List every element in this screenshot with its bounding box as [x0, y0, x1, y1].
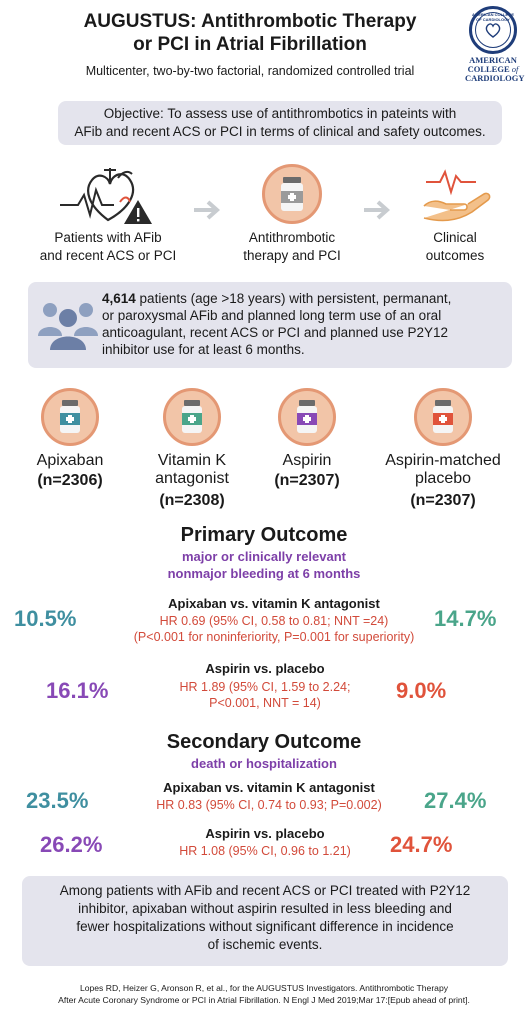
seal-icon: AMERICAN COLLEGE OF CARDIOLOGY — [469, 6, 517, 54]
citation: Lopes RD, Heizer G, Aronson R, et al., f… — [8, 982, 520, 1006]
primary-aspirin-rate: 16.1% — [46, 678, 109, 703]
objective-line-2: AFib and recent ACS or PCI in terms of c… — [74, 124, 486, 139]
arm-placebo-name: Aspirin-matched placebo — [368, 452, 518, 488]
primary-comparison-1-label: Apixaban vs. vitamin K antagonist — [168, 596, 380, 611]
primary-sub-line: nonmajor bleeding at 6 months — [167, 566, 361, 581]
flow-step-line: and recent ACS or PCI — [39, 248, 177, 263]
flow-step-line: outcomes — [425, 248, 485, 263]
secondary-comparison-2-label: Aspirin vs. placebo — [205, 826, 325, 841]
patients-box — [28, 282, 512, 368]
arm-aspirin-name: Aspirin — [252, 452, 362, 470]
logo-line-1: AMERICAN — [469, 55, 517, 65]
stats-line: HR 1.89 (95% CI, 1.59 to 2.24; — [179, 680, 351, 694]
arm-name-line: Apixaban — [36, 452, 104, 469]
primary-comparison-2-label: Aspirin vs. placebo — [205, 661, 325, 676]
logo-wordmark: AMERICAN COLLEGE of CARDIOLOGY — [465, 55, 525, 83]
arrow-right-icon — [194, 200, 221, 220]
flow-step-patients: Patients with AFib and recent ACS or PCI — [28, 229, 188, 265]
title-line-1: AUGUSTUS: Antithrombotic Therapy — [83, 11, 417, 32]
flow-step-line: therapy and PCI — [243, 248, 341, 263]
stats-line: (P<0.001 for noninferiority, P=0.001 for… — [133, 630, 415, 644]
pill-bottle-icon-aspirin — [278, 388, 336, 446]
stats-line: P<0.001, NNT = 14) — [209, 696, 321, 710]
conclusion-line: Among patients with AFib and recent ACS … — [59, 883, 471, 898]
secondary-comparison-2-stats: HR 1.08 (95% CI, 0.96 to 1.21) — [179, 844, 351, 858]
seal-ring-text: AMERICAN COLLEGE OF CARDIOLOGY — [472, 12, 514, 22]
primary-comparison-2-stats: HR 1.89 (95% CI, 1.59 to 2.24; P<0.001, … — [150, 679, 380, 711]
pill-bottle-icon-apixaban — [41, 388, 99, 446]
citation-line: After Acute Coronary Syndrome or PCI in … — [58, 995, 470, 1005]
objective-line-1: Objective: To assess use of antithrombot… — [103, 106, 457, 121]
flow-step-line: Antithrombotic — [248, 230, 336, 245]
secondary-outcome-subtitle: death or hospitalization — [191, 756, 337, 771]
pill-bottle-icon-vka — [163, 388, 221, 446]
conclusion-box: Among patients with AFib and recent ACS … — [22, 876, 508, 966]
arm-aspirin-n: (n=2307) — [274, 472, 340, 489]
primary-outcome-title: Primary Outcome — [180, 524, 348, 546]
arm-vka-name: Vitamin K antagonist — [132, 452, 252, 488]
subtitle: Multicenter, two-by-two factorial, rando… — [85, 64, 415, 78]
arm-apixaban-n: (n=2306) — [37, 472, 103, 489]
secondary-outcome-title: Secondary Outcome — [166, 731, 362, 753]
conclusion-line: fewer hospitalizations without significa… — [76, 919, 454, 934]
pill-bottle-icon — [262, 164, 322, 224]
citation-line: Lopes RD, Heizer G, Aronson R, et al., f… — [79, 983, 449, 993]
patients-group-icon — [38, 303, 98, 350]
patients-count: 4,614 — [102, 291, 136, 306]
primary-comparison-1-stats: HR 0.69 (95% CI, 0.58 to 0.81; NNT =24) … — [100, 613, 448, 645]
primary-apixaban-rate: 10.5% — [14, 606, 77, 631]
arm-name-line: Aspirin-matched — [385, 452, 501, 469]
heart-warning-icon — [60, 168, 152, 224]
title-line-2: or PCI in Atrial Fibrillation — [133, 34, 367, 55]
arm-name-line: placebo — [414, 470, 472, 487]
secondary-apixaban-rate: 23.5% — [26, 788, 89, 813]
arm-vka-n: (n=2308) — [159, 492, 225, 509]
arm-name-line: Aspirin — [282, 452, 332, 469]
flow-step-line: Patients with AFib — [54, 230, 162, 245]
arrow-right-icon — [364, 200, 391, 220]
logo-of: of — [511, 64, 519, 74]
flow-step-therapy: Antithrombotic therapy and PCI — [222, 229, 362, 265]
patients-line: anticoagulant, recent ACS or PCI and pla… — [102, 325, 448, 340]
patients-description: 4,614 patients (age >18 years) with pers… — [102, 290, 504, 358]
flow-step-outcomes: Clinical outcomes — [400, 229, 510, 265]
pill-bottle-icon-placebo — [414, 388, 472, 446]
secondary-aspirin-rate: 26.2% — [40, 832, 103, 857]
stats-line: HR 0.69 (95% CI, 0.58 to 0.81; NNT =24) — [159, 614, 389, 628]
arm-name-line: antagonist — [155, 470, 229, 487]
primary-sub-line: major or clinically relevant — [181, 549, 347, 564]
objective-box: Objective: To assess use of antithrombot… — [58, 101, 502, 145]
logo-line-2: COLLEGE — [467, 64, 510, 74]
secondary-placebo-rate: 24.7% — [390, 832, 453, 857]
flow-step-line: Clinical — [433, 230, 477, 245]
arm-apixaban-name: Apixaban — [10, 452, 130, 470]
secondary-comparison-1-stats: HR 0.83 (95% CI, 0.74 to 0.93; P=0.002) — [156, 798, 382, 812]
patients-line: or paroxysmal AFib and planned long term… — [102, 308, 442, 323]
conclusion-line: inhibitor, apixaban without aspirin resu… — [78, 901, 452, 916]
heart-hand-icon — [423, 169, 491, 222]
primary-vka-rate: 14.7% — [434, 606, 497, 631]
arm-placebo-n: (n=2307) — [410, 492, 476, 509]
conclusion-line: of ischemic events. — [207, 937, 323, 952]
secondary-comparison-1-label: Apixaban vs. vitamin K antagonist — [163, 780, 375, 795]
patients-line: patients (age >18 years) with persistent… — [135, 291, 452, 306]
primary-placebo-rate: 9.0% — [396, 678, 447, 703]
arm-name-line: Vitamin K — [157, 452, 227, 469]
page-title: AUGUSTUS: Antithrombotic Therapy or PCI … — [40, 10, 460, 56]
primary-outcome-subtitle: major or clinically relevant nonmajor bl… — [0, 548, 528, 582]
patients-line: inhibitor use for at least 6 months. — [102, 342, 305, 357]
logo-line-3: CARDIOLOGY — [465, 73, 525, 83]
acc-logo: AMERICAN COLLEGE OF CARDIOLOGY AMERICAN … — [465, 6, 525, 83]
secondary-vka-rate: 27.4% — [424, 788, 487, 813]
